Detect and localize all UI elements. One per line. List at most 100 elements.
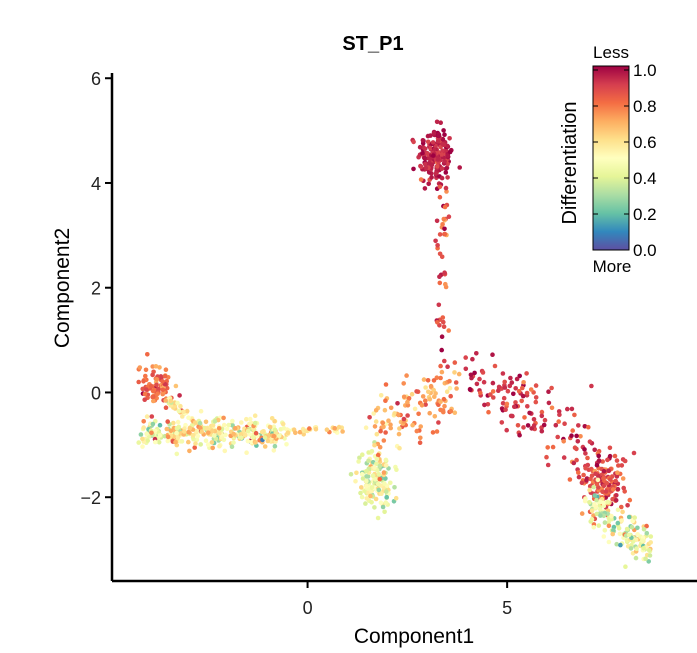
data-point (447, 385, 453, 391)
data-point (440, 408, 446, 413)
data-point (521, 380, 526, 385)
data-point (173, 439, 178, 445)
data-point (618, 542, 623, 548)
data-point (586, 424, 591, 430)
legend-tick-label: 0.0 (633, 241, 657, 260)
data-point (562, 421, 567, 427)
data-point (553, 422, 559, 428)
legend-tick-label: 0.8 (633, 97, 657, 116)
data-point (549, 405, 555, 411)
y-axis-label: Component2 (51, 228, 74, 348)
data-point (374, 456, 380, 462)
data-point (396, 412, 401, 418)
data-point (429, 175, 434, 180)
data-point (372, 442, 377, 448)
data-point (229, 444, 235, 450)
data-point (163, 405, 169, 411)
data-point (468, 372, 474, 378)
data-point (393, 495, 399, 501)
data-point (417, 440, 423, 446)
data-point (630, 518, 635, 524)
data-point (614, 541, 619, 547)
data-point (478, 390, 483, 396)
data-point (156, 440, 162, 445)
data-point (579, 511, 585, 516)
data-point (175, 400, 180, 406)
data-point (520, 393, 526, 399)
data-point (259, 429, 265, 435)
data-point (332, 426, 338, 431)
data-point (136, 379, 141, 385)
data-point (601, 534, 607, 539)
data-point (647, 553, 653, 558)
data-point (446, 328, 452, 333)
data-point (442, 159, 447, 164)
data-point (238, 432, 244, 437)
data-point (245, 428, 251, 434)
legend-colorbar (592, 65, 630, 251)
data-point (432, 414, 438, 419)
data-point (644, 530, 650, 536)
data-point (386, 418, 391, 424)
data-point (486, 409, 491, 415)
data-point (631, 450, 637, 456)
data-point (285, 430, 291, 436)
data-point (373, 477, 378, 482)
data-point (576, 423, 581, 428)
data-point (633, 555, 639, 561)
data-point (519, 398, 524, 404)
data-point (561, 455, 567, 460)
data-point (546, 389, 551, 395)
data-point (378, 393, 384, 398)
data-point (244, 450, 249, 456)
data-point (431, 153, 436, 158)
data-point (164, 426, 170, 432)
data-point (452, 360, 458, 365)
data-point (324, 427, 330, 433)
data-point (502, 379, 508, 385)
data-point (388, 405, 394, 411)
data-point (634, 546, 639, 551)
data-point (284, 442, 289, 447)
data-point (206, 430, 211, 436)
data-point (297, 429, 303, 435)
data-point (583, 451, 588, 456)
data-point (499, 420, 505, 425)
data-point (377, 463, 383, 469)
data-point (157, 365, 162, 370)
data-point (442, 226, 447, 232)
data-point (168, 398, 174, 404)
data-point (187, 448, 192, 454)
data-point (395, 401, 400, 406)
data-point (181, 409, 186, 415)
data-point (502, 385, 508, 390)
data-point (646, 548, 652, 553)
data-point (569, 433, 574, 439)
data-point (440, 148, 445, 153)
y-tick-label: 6 (91, 69, 101, 89)
data-point (369, 485, 375, 490)
data-point (601, 513, 607, 519)
data-point (175, 419, 181, 425)
data-point (605, 457, 610, 463)
data-point (539, 428, 545, 434)
data-point (247, 421, 252, 427)
data-point (249, 439, 254, 445)
data-point (646, 559, 651, 564)
data-point (441, 216, 447, 222)
data-point (572, 445, 578, 451)
data-point (442, 132, 447, 137)
data-point (517, 373, 522, 379)
y-tick-label: −2 (80, 488, 101, 508)
data-point (533, 395, 539, 400)
data-point (405, 413, 410, 418)
legend-tick-label: 0.6 (633, 133, 657, 152)
data-point (243, 432, 248, 438)
data-point (383, 500, 389, 505)
data-point (437, 194, 443, 200)
data-point (423, 385, 428, 390)
data-point (411, 166, 416, 172)
color-legend: Less 1.0 0.8 0.6 0.4 0.2 0.0 More Differentia… (559, 43, 657, 276)
data-point (490, 389, 496, 394)
